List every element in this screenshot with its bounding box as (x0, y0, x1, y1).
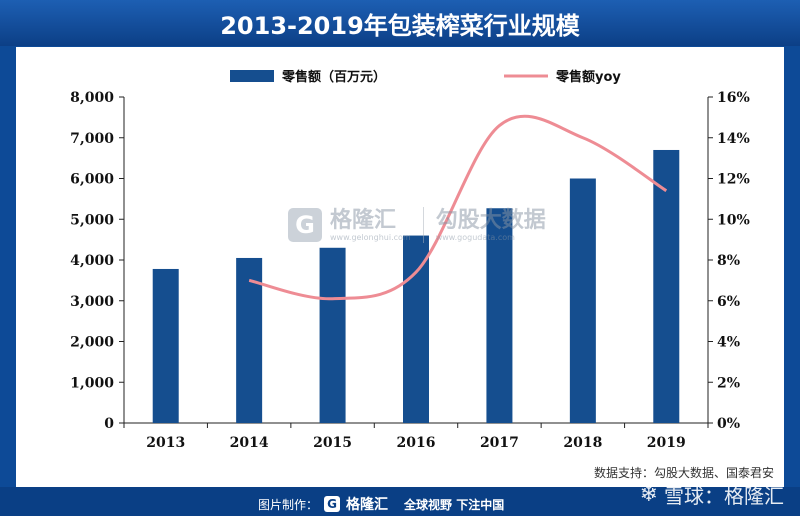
y-left-tick-label: 0 (104, 416, 114, 432)
y-left-tick-label: 1,000 (70, 375, 114, 391)
legend-line-label: 零售额yoy (555, 69, 621, 85)
gelonghui-small-logo-icon: G (324, 496, 341, 512)
footer-credit: 图片制作： G 格隆汇 全球视野 下注中国 (258, 494, 504, 514)
bar (569, 178, 596, 423)
y-right-tick-label: 16% (717, 90, 750, 106)
legend-bar-label: 零售额（百万元） (281, 69, 386, 85)
legend-bar-swatch (230, 70, 274, 82)
data-source: 数据支持：勾股大数据、国泰君安 (593, 466, 774, 480)
bar (236, 257, 263, 423)
y-right-tick-label: 6% (717, 294, 740, 310)
x-tick-label: 2014 (230, 435, 269, 451)
credit-label: 图片制作： (258, 497, 319, 512)
bar (486, 208, 513, 423)
y-right-tick-label: 8% (717, 253, 740, 269)
x-tick-label: 2015 (313, 435, 352, 451)
yoy-line (248, 114, 668, 301)
snowball-icon: ❄ (639, 482, 658, 507)
y-right-tick-label: 2% (717, 375, 740, 391)
bar (653, 149, 680, 423)
x-tick-label: 2017 (480, 435, 519, 451)
chart-title: 2013-2019年包装榨菜行业规模 (0, 0, 800, 46)
footer-slogan: 全球视野 下注中国 (404, 497, 505, 512)
xueqiu-text: 雪球：格隆汇 (664, 484, 784, 508)
gelonghui-logo-icon: G (288, 208, 322, 242)
y-right-tick-label: 4% (717, 335, 740, 351)
watermark: G 格隆汇 www.gelonghui.com 勾股大数据 www.goguda… (288, 207, 546, 243)
y-left-tick-label: 3,000 (70, 294, 114, 310)
watermark-divider (422, 207, 424, 243)
x-tick-label: 2013 (146, 435, 185, 451)
y-left-tick-label: 7,000 (70, 131, 114, 147)
watermark-brand: 格隆汇 (330, 207, 397, 233)
x-tick-label: 2018 (563, 435, 602, 451)
chart-panel: 0 1,000 2,000 3,000 4,000 5,000 6,000 7,000 8,00… (16, 47, 784, 487)
chart-svg: 0 1,000 2,000 3,000 4,000 5,000 6,000 7,000 8,00… (70, 69, 750, 451)
y-left-tick-label: 4,000 (70, 253, 114, 269)
y-left-tick-label: 2,000 (70, 335, 114, 351)
watermark-url: www.gelonghui.com (330, 232, 411, 242)
x-tick-label: 2016 (397, 435, 436, 451)
y-left-tick-label: 8,000 (70, 90, 114, 106)
y-left-tick-label: 6,000 (70, 172, 114, 188)
bar (403, 235, 429, 423)
bar (152, 268, 179, 423)
y-right-tick-label: 10% (717, 212, 750, 228)
y-right-tick-label: 12% (717, 172, 750, 188)
watermark-partner-url: www.gogudata.com (435, 232, 515, 242)
y-left-tick-label: 5,000 (70, 212, 114, 228)
bar (319, 247, 346, 423)
y-right-tick-label: 14% (717, 131, 750, 147)
footer-brand: 格隆汇 (346, 497, 389, 513)
footer-bar (0, 487, 800, 516)
xueqiu-watermark: ❄ 雪球：格隆汇 (640, 480, 784, 509)
watermark-partner: 勾股大数据 (435, 207, 546, 233)
y-right-tick-label: 0% (717, 416, 740, 432)
x-tick-label: 2019 (647, 435, 686, 451)
